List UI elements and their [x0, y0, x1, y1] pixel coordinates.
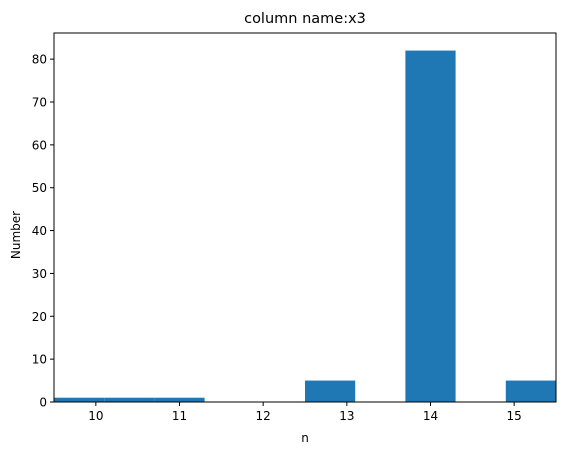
plot-frame — [54, 33, 556, 402]
histogram-bar — [54, 398, 104, 402]
y-tick-label: 80 — [32, 53, 47, 67]
histogram-bar — [506, 381, 556, 402]
x-axis-label: n — [301, 431, 309, 445]
chart-title: column name:x3 — [244, 11, 366, 27]
histogram-bar — [305, 381, 355, 402]
y-tick-label: 0 — [39, 396, 47, 410]
y-tick-label: 10 — [32, 353, 47, 367]
y-tick-label: 40 — [32, 224, 47, 238]
bars-group — [54, 51, 556, 402]
x-tick-label: 14 — [423, 409, 438, 423]
y-tick-label: 30 — [32, 267, 47, 281]
x-axis-ticks: 10 11 12 13 14 15 — [88, 402, 522, 423]
x-tick-label: 11 — [172, 409, 187, 423]
y-tick-label: 50 — [32, 181, 47, 195]
y-axis-label: Number — [9, 211, 23, 259]
x-tick-label: 10 — [88, 409, 103, 423]
histogram-bar — [405, 51, 455, 402]
y-axis-ticks: 0 10 20 30 40 50 60 70 80 — [32, 53, 54, 410]
x-tick-label: 15 — [507, 409, 522, 423]
x-tick-label: 13 — [339, 409, 354, 423]
histogram-bar — [154, 398, 204, 402]
y-tick-label: 70 — [32, 96, 47, 110]
x-tick-label: 12 — [256, 409, 271, 423]
histogram-bar — [104, 398, 154, 402]
y-tick-label: 60 — [32, 138, 47, 152]
y-tick-label: 20 — [32, 310, 47, 324]
